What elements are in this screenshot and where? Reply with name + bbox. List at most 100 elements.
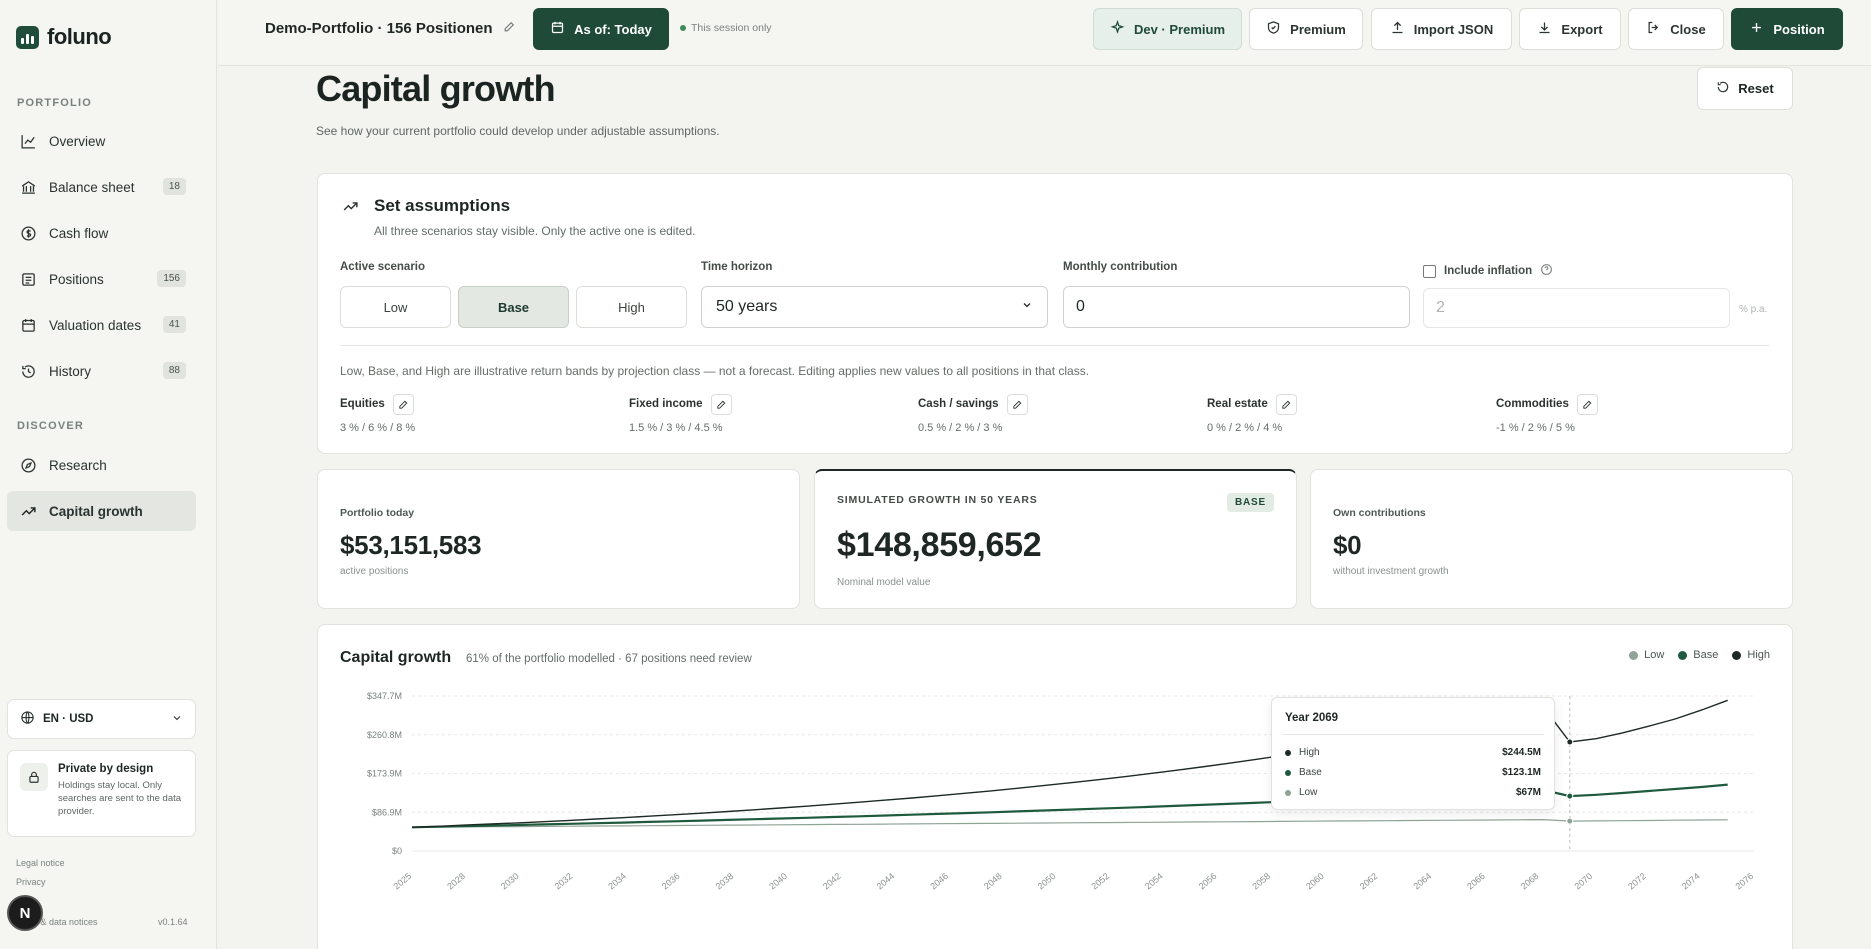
class-name: Commodities — [1496, 398, 1569, 410]
x-tick-label: 2062 — [1358, 871, 1380, 892]
legend-label: Base — [1693, 649, 1719, 661]
assumptions-note: Low, Base, and High are illustrative ret… — [340, 364, 1090, 378]
legal-link[interactable]: Legal notice — [16, 858, 65, 868]
assumptions-title: Set assumptions — [374, 196, 511, 215]
legend-low[interactable]: Low — [1629, 649, 1664, 661]
assumptions-subtitle: All three scenarios stay visible. Only t… — [374, 224, 696, 238]
edit-class-button[interactable] — [1275, 393, 1297, 415]
dev-premium-button[interactable]: Dev · Premium — [1093, 8, 1242, 50]
x-tick-label: 2068 — [1519, 871, 1541, 892]
sidebar-item-cash-flow[interactable]: Cash flow — [7, 213, 196, 253]
tooltip-name: Low — [1299, 787, 1318, 798]
sidebar-item-label: Positions — [49, 271, 104, 287]
as-of-label: As of: Today — [574, 21, 652, 37]
stat-sub: active positions — [340, 566, 409, 577]
capital-growth-chart[interactable]: $0 $86.9M $173.9M $260.8M $347.7M 2025 2028 203… — [317, 680, 1793, 949]
inflation-checkbox[interactable] — [1423, 264, 1436, 278]
x-tick-label: 2046 — [928, 871, 950, 892]
scenario-base-button[interactable]: Base — [458, 286, 569, 328]
sidebar-item-capital-growth[interactable]: Capital growth — [7, 491, 196, 531]
stat-value: $148,859,652 — [837, 526, 1042, 564]
y-tick-label: $86.9M — [372, 807, 402, 817]
x-tick-label: 2070 — [1572, 871, 1594, 892]
export-label: Export — [1561, 21, 1603, 37]
include-inflation-toggle[interactable]: Include inflation — [1423, 263, 1553, 279]
globe-icon — [20, 710, 35, 728]
x-tick-label: 2038 — [714, 871, 736, 892]
x-tick-label: 2044 — [875, 871, 897, 892]
sidebar-item-balance-sheet[interactable]: Balance sheet 18 — [7, 167, 196, 207]
legend-dot — [1678, 650, 1688, 660]
class-name: Cash / savings — [918, 398, 999, 410]
class-values: 0.5 % / 2 % / 3 % — [918, 422, 1003, 434]
portfolio-title: Demo-Portfolio · 156 Positionen — [265, 20, 516, 37]
sidebar-item-overview[interactable]: Overview — [7, 121, 196, 161]
close-button[interactable]: Close — [1628, 8, 1724, 50]
sidebar-item-history[interactable]: History 88 — [7, 351, 196, 391]
export-button[interactable]: Export — [1519, 8, 1621, 50]
y-tick-label: $260.8M — [367, 730, 402, 740]
history-icon — [19, 362, 37, 380]
edit-class-button[interactable] — [392, 393, 414, 415]
avatar[interactable]: N — [7, 895, 43, 931]
locale-select[interactable]: EN · USD — [7, 699, 196, 739]
x-tick-label: 2064 — [1411, 871, 1433, 892]
x-tick-label: 2058 — [1250, 871, 1272, 892]
notices-link[interactable]: Legal & data notices — [16, 917, 98, 927]
premium-button[interactable]: Premium — [1249, 8, 1363, 50]
sidebar-item-research[interactable]: Research — [7, 445, 196, 485]
sidebar-item-label: Capital growth — [49, 503, 143, 519]
tooltip-value: $67M — [1515, 787, 1541, 798]
session-note: This session only — [680, 22, 772, 34]
import-json-button[interactable]: Import JSON — [1371, 8, 1512, 50]
tooltip-title: Year 2069 — [1285, 712, 1339, 724]
inflation-rate-input[interactable]: 2 — [1423, 288, 1730, 328]
stat-label: Portfolio today — [340, 507, 415, 519]
monthly-contribution-input[interactable]: 0 — [1063, 286, 1410, 328]
legend-label: High — [1747, 649, 1770, 661]
reset-button[interactable]: Reset — [1697, 67, 1793, 110]
x-tick-label: 2066 — [1465, 871, 1487, 892]
legend-dot — [1732, 650, 1742, 660]
sidebar-item-label: History — [49, 363, 92, 379]
time-horizon-label: Time horizon — [701, 261, 773, 273]
sparkle-icon — [1110, 19, 1125, 38]
scenario-low-button[interactable]: Low — [340, 286, 451, 328]
x-tick-label: 2034 — [606, 871, 628, 892]
privacy-link[interactable]: Privacy — [16, 877, 46, 887]
sidebar-item-label: Cash flow — [49, 225, 109, 241]
sidebar-item-positions[interactable]: Positions 156 — [7, 259, 196, 299]
count-badge: 156 — [157, 270, 186, 287]
pencil-icon[interactable] — [503, 20, 516, 37]
class-equities: Equities 3 % / 6 % / 8 % — [340, 393, 415, 434]
x-tick-label: 2072 — [1626, 871, 1648, 892]
chart-tooltip: Year 2069 High $244.5M Base $123.1M Low $67… — [1271, 697, 1555, 810]
topbar: Demo-Portfolio · 156 Positionen As of: T… — [218, 0, 1871, 66]
inflation-label: Include inflation — [1444, 265, 1533, 277]
privacy-title: Private by design — [58, 763, 154, 775]
scenario-high-button[interactable]: High — [576, 286, 687, 328]
x-tick-label: 2060 — [1304, 871, 1326, 892]
trend-up-icon — [19, 502, 37, 520]
page-title: Capital growth — [316, 68, 556, 109]
stat-sub: without investment growth — [1333, 566, 1449, 577]
edit-class-button[interactable] — [1006, 393, 1028, 415]
app-logo[interactable]: foluno — [16, 24, 112, 50]
legend-base[interactable]: Base — [1678, 649, 1718, 661]
count-badge: 18 — [162, 178, 186, 195]
class-name: Fixed income — [629, 398, 703, 410]
add-position-button[interactable]: Position — [1731, 8, 1843, 50]
shield-icon — [1266, 20, 1281, 38]
edit-class-button[interactable] — [1576, 393, 1598, 415]
as-of-button[interactable]: As of: Today — [533, 8, 669, 50]
x-tick-label: 2036 — [660, 871, 682, 892]
lock-icon — [20, 763, 48, 791]
x-tick-label: 2076 — [1734, 871, 1756, 892]
x-tick-label: 2050 — [1036, 871, 1058, 892]
series-line-low — [411, 818, 1728, 828]
edit-class-button[interactable] — [710, 393, 732, 415]
legend-high[interactable]: High — [1732, 649, 1770, 661]
sidebar-item-valuation-dates[interactable]: Valuation dates 41 — [7, 305, 196, 345]
time-horizon-select[interactable]: 50 years — [701, 286, 1048, 328]
help-icon[interactable] — [1540, 263, 1553, 279]
